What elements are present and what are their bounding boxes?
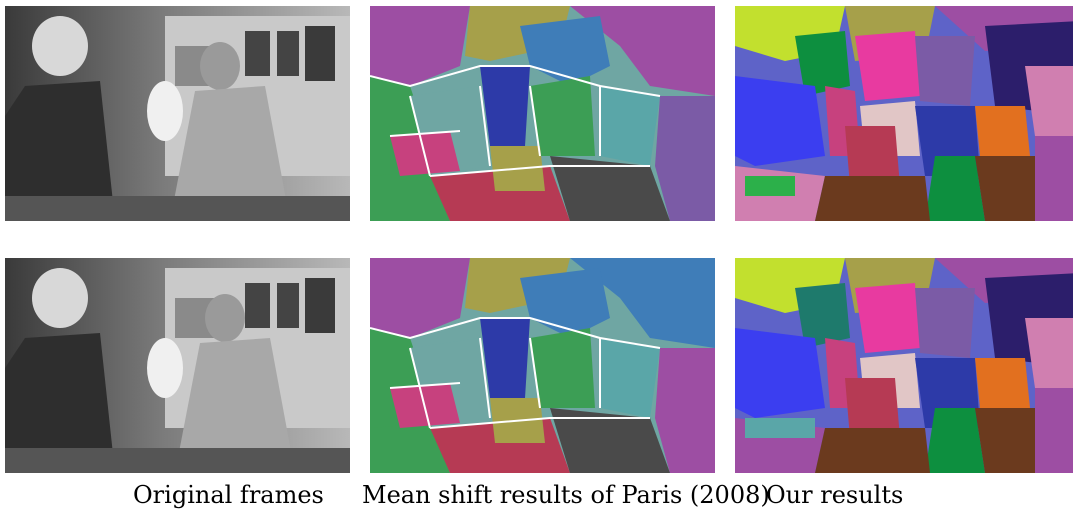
caption-original-frames: Original frames: [133, 481, 324, 509]
original-frame-1: [5, 6, 350, 221]
caption-mean-shift-results: Mean shift results of Paris (2008): [362, 481, 770, 509]
mean-shift-result-1: [370, 6, 715, 221]
original-frame-2: [5, 258, 350, 473]
mean-shift-result-2: [370, 258, 715, 473]
our-result-2: [735, 258, 1073, 473]
caption-our-results: Our results: [766, 481, 904, 509]
our-result-1: [735, 6, 1073, 221]
